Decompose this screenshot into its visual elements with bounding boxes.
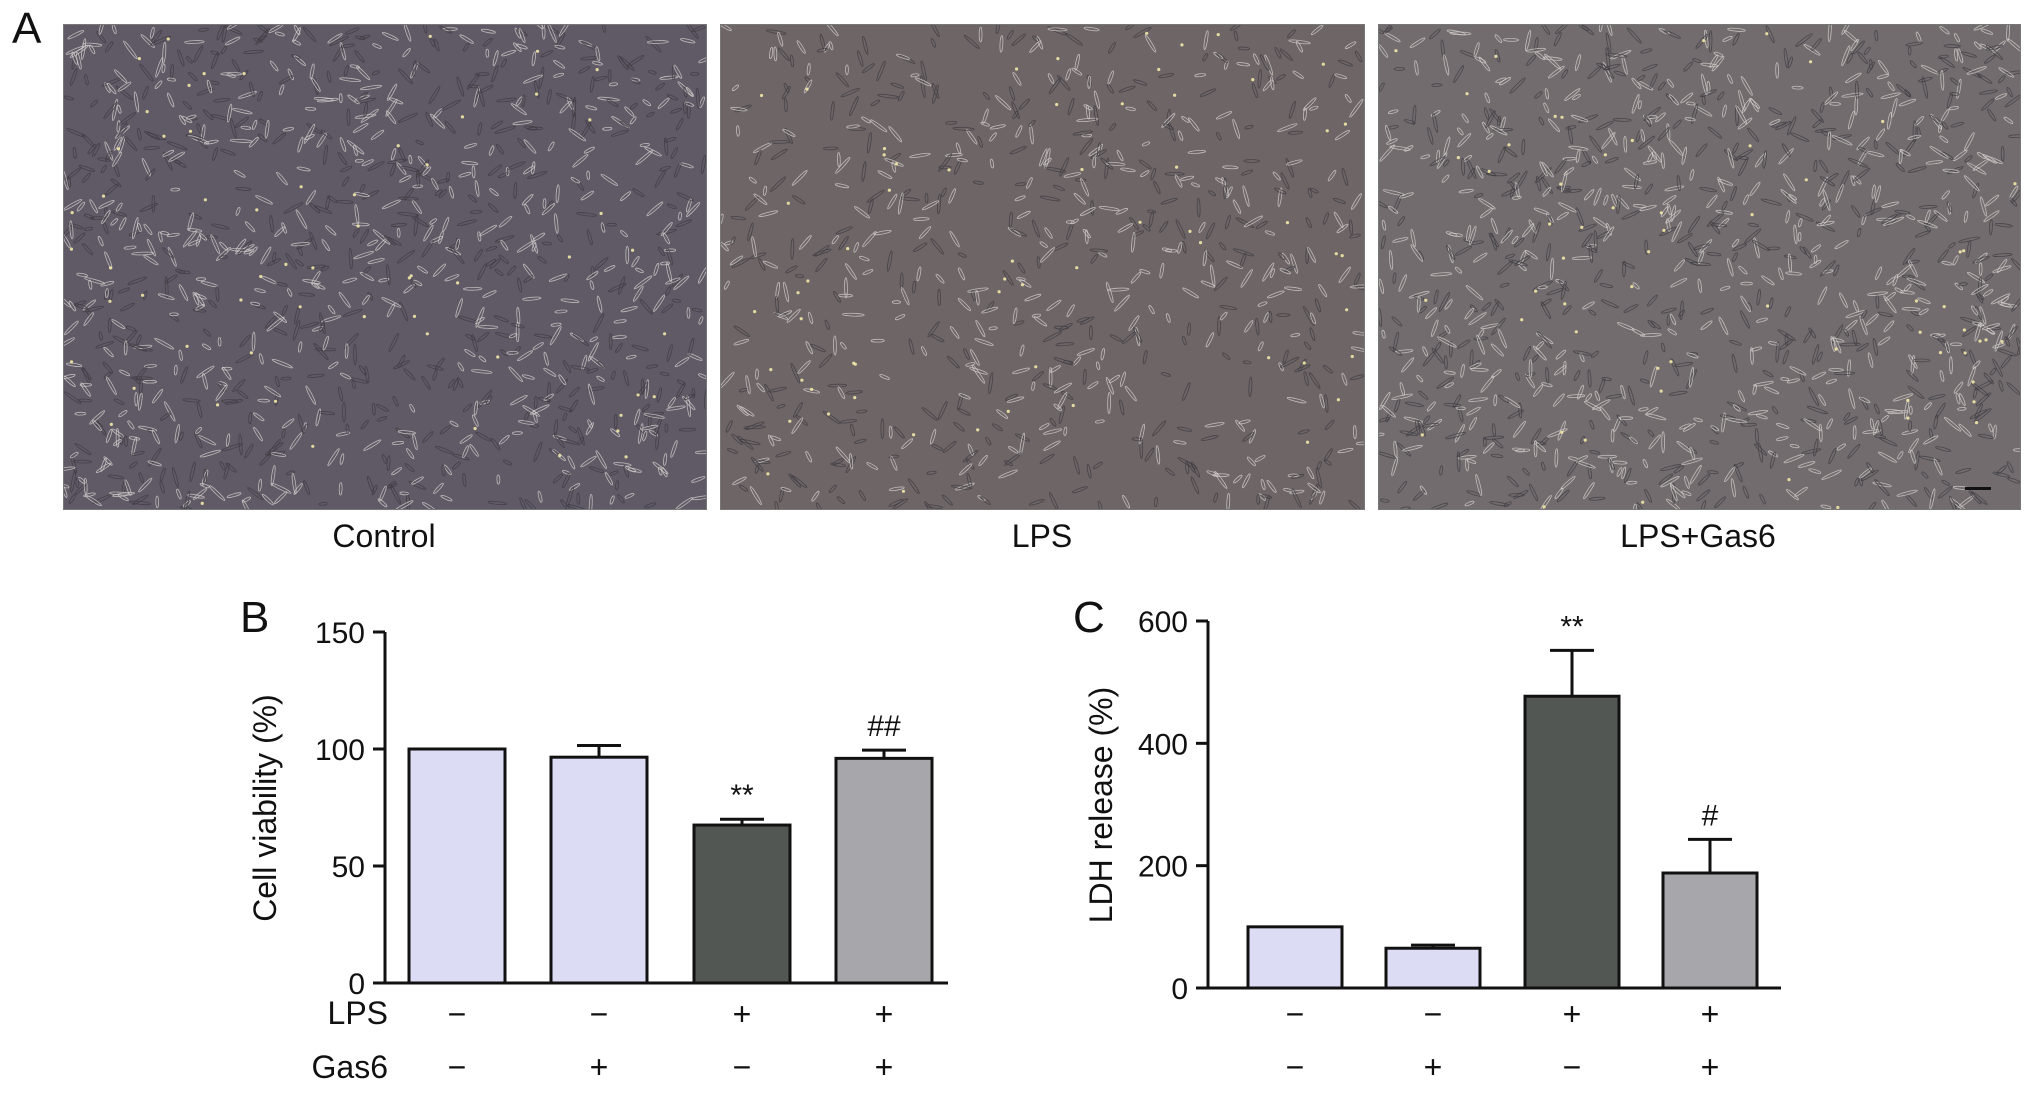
lps-sign: +: [1701, 996, 1720, 1032]
panel-letter: C: [1073, 593, 1105, 642]
panel-letter: B: [240, 593, 269, 642]
bar: [834, 756, 934, 985]
chart-panel-b: B 0 50 100 150 Cell viability (%) − − − + ** + − ## + +…: [240, 593, 948, 1085]
micrograph-label-lps: LPS: [1011, 518, 1073, 554]
micrograph-lps-gas6: [1378, 24, 2021, 510]
y-tick-label: 150: [315, 617, 365, 650]
significance-label: **: [730, 779, 754, 812]
bar: [1246, 925, 1344, 990]
bar: [1384, 946, 1482, 990]
lps-sign: −: [1286, 996, 1305, 1032]
significance-label: **: [1560, 610, 1584, 643]
lps-sign: −: [590, 996, 609, 1032]
y-tick-label: 0: [348, 968, 365, 1001]
bar: [692, 823, 792, 985]
significance-label: ##: [867, 710, 901, 743]
y-tick-label: 200: [1138, 851, 1188, 884]
lps-sign: −: [448, 996, 467, 1032]
row-label-gas6: Gas6: [312, 1049, 388, 1085]
bar: [407, 747, 507, 985]
y-axis-label: LDH release (%): [1083, 687, 1119, 924]
panel-a-letter: A: [12, 4, 42, 53]
lps-sign: −: [1424, 996, 1443, 1032]
gas6-sign: +: [590, 1049, 609, 1085]
micrograph-control: [63, 24, 707, 510]
y-tick-label: 100: [315, 734, 365, 767]
chart-panel-c: C 0 200 400 600 LDH release (%) − − − + ** + − # + +: [1073, 593, 1781, 1085]
micrograph-label-control: Control: [332, 518, 436, 554]
lps-sign: +: [733, 996, 752, 1032]
gas6-sign: +: [1424, 1049, 1443, 1085]
y-tick-label: 50: [332, 851, 365, 884]
lps-sign: +: [1563, 996, 1582, 1032]
micrograph-label-lps-gas6: LPS+Gas6: [1620, 518, 1776, 554]
y-tick-label: 600: [1138, 606, 1188, 639]
significance-label: #: [1702, 799, 1719, 832]
micrograph-lps: [720, 24, 1365, 510]
micrograph-texture-0: [64, 25, 706, 509]
gas6-sign: +: [1701, 1049, 1720, 1085]
bar: [1661, 871, 1759, 990]
micrograph-texture-1: [721, 25, 1364, 509]
row-label-lps: LPS: [328, 995, 388, 1031]
gas6-sign: +: [875, 1049, 894, 1085]
bar: [1523, 694, 1621, 990]
y-axis-label: Cell viability (%): [247, 694, 283, 922]
micrograph-texture-2: [1379, 25, 2020, 509]
gas6-sign: −: [448, 1049, 467, 1085]
y-tick-label: 400: [1138, 728, 1188, 761]
bar: [549, 755, 649, 985]
y-tick-label: 0: [1171, 973, 1188, 1006]
gas6-sign: −: [1286, 1049, 1305, 1085]
gas6-sign: −: [1563, 1049, 1582, 1085]
lps-sign: +: [875, 996, 894, 1032]
gas6-sign: −: [733, 1049, 752, 1085]
